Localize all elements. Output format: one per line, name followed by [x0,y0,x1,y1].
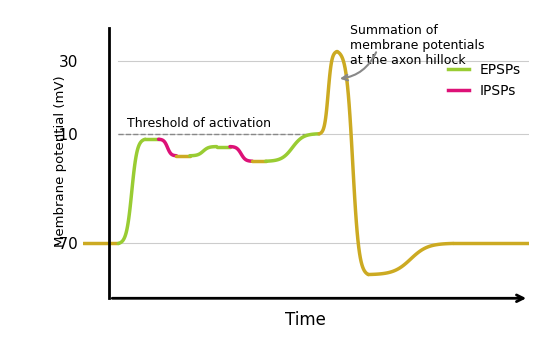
Text: Time: Time [286,311,326,329]
Text: Membrane potential (mV): Membrane potential (mV) [54,75,67,247]
Text: Summation of
membrane potentials
at the axon hillock: Summation of membrane potentials at the … [350,24,485,67]
Legend: EPSPs, IPSPs: EPSPs, IPSPs [442,57,527,103]
Text: Threshold of activation: Threshold of activation [127,117,271,130]
